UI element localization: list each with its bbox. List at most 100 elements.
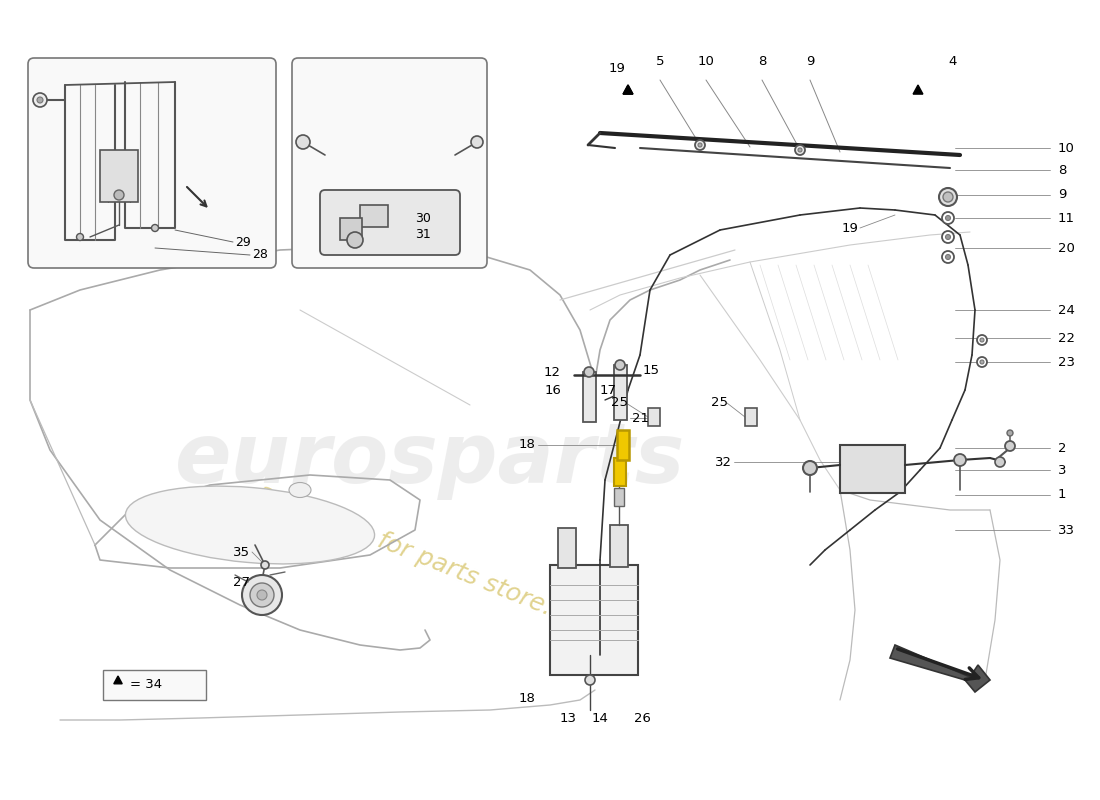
Circle shape xyxy=(296,135,310,149)
Polygon shape xyxy=(623,85,632,94)
Circle shape xyxy=(37,97,43,103)
Polygon shape xyxy=(113,676,122,684)
Circle shape xyxy=(996,457,1005,467)
Bar xyxy=(745,408,757,426)
FancyBboxPatch shape xyxy=(292,58,487,268)
Circle shape xyxy=(942,231,954,243)
Text: 24: 24 xyxy=(1058,303,1075,317)
Circle shape xyxy=(698,143,702,147)
Circle shape xyxy=(152,225,158,231)
Polygon shape xyxy=(890,645,990,692)
Bar xyxy=(610,525,628,567)
Bar xyxy=(558,528,576,568)
Bar xyxy=(340,218,362,240)
Bar xyxy=(614,365,627,420)
Text: 4: 4 xyxy=(949,55,957,68)
Circle shape xyxy=(585,675,595,685)
Circle shape xyxy=(980,338,984,342)
Bar xyxy=(103,670,206,700)
Circle shape xyxy=(946,234,950,239)
Circle shape xyxy=(250,583,274,607)
Bar xyxy=(360,205,388,227)
Circle shape xyxy=(615,360,625,370)
Text: 26: 26 xyxy=(634,712,650,725)
Text: 8: 8 xyxy=(1058,163,1066,177)
Text: 1: 1 xyxy=(1058,489,1067,502)
Text: 18: 18 xyxy=(518,438,535,451)
Text: 17: 17 xyxy=(600,383,617,397)
Text: 32: 32 xyxy=(715,455,732,469)
Text: 16: 16 xyxy=(544,383,561,397)
Circle shape xyxy=(803,461,817,475)
Circle shape xyxy=(1005,441,1015,451)
FancyBboxPatch shape xyxy=(320,190,460,255)
Text: 35: 35 xyxy=(233,546,250,558)
Circle shape xyxy=(77,234,84,241)
Text: 3: 3 xyxy=(1058,463,1067,477)
Bar xyxy=(614,458,626,486)
Circle shape xyxy=(261,561,270,569)
Text: 33: 33 xyxy=(1058,523,1075,537)
Text: eurosparts: eurosparts xyxy=(175,419,685,501)
Text: 9: 9 xyxy=(806,55,814,68)
Text: 12: 12 xyxy=(544,366,561,378)
Text: 13: 13 xyxy=(560,712,576,725)
Bar xyxy=(614,488,624,506)
Circle shape xyxy=(942,251,954,263)
Circle shape xyxy=(946,254,950,259)
Text: 18: 18 xyxy=(518,691,535,705)
Circle shape xyxy=(33,93,47,107)
Text: 23: 23 xyxy=(1058,355,1075,369)
Circle shape xyxy=(977,335,987,345)
Text: 8: 8 xyxy=(758,55,767,68)
Circle shape xyxy=(584,367,594,377)
Text: 22: 22 xyxy=(1058,331,1075,345)
Bar xyxy=(840,445,905,493)
Circle shape xyxy=(346,232,363,248)
Text: 5: 5 xyxy=(656,55,664,68)
Text: 21: 21 xyxy=(632,411,649,425)
Circle shape xyxy=(954,454,966,466)
Text: 10: 10 xyxy=(697,55,714,68)
Bar xyxy=(583,372,596,422)
Text: 25: 25 xyxy=(711,397,728,410)
Text: 2: 2 xyxy=(1058,442,1067,454)
Text: 14: 14 xyxy=(592,712,608,725)
Bar xyxy=(550,565,638,675)
Circle shape xyxy=(257,590,267,600)
Circle shape xyxy=(946,215,950,221)
Circle shape xyxy=(939,188,957,206)
Text: a pavilion for parts store.com: a pavilion for parts store.com xyxy=(254,480,606,640)
Circle shape xyxy=(798,148,802,152)
Text: 30: 30 xyxy=(415,211,431,225)
Bar xyxy=(617,430,629,460)
Circle shape xyxy=(242,575,282,615)
Text: 9: 9 xyxy=(1058,189,1066,202)
Circle shape xyxy=(795,145,805,155)
Text: 19: 19 xyxy=(842,222,858,234)
Bar xyxy=(100,150,138,202)
Ellipse shape xyxy=(125,486,375,564)
Text: 19: 19 xyxy=(608,62,626,75)
Bar xyxy=(648,408,660,426)
Polygon shape xyxy=(913,85,923,94)
FancyBboxPatch shape xyxy=(28,58,276,268)
Text: = 34: = 34 xyxy=(130,678,162,691)
Text: 20: 20 xyxy=(1058,242,1075,254)
Circle shape xyxy=(980,360,984,364)
Circle shape xyxy=(695,140,705,150)
Text: 25: 25 xyxy=(610,397,628,410)
Text: 31: 31 xyxy=(415,227,431,241)
Text: 11: 11 xyxy=(1058,211,1075,225)
Ellipse shape xyxy=(289,482,311,498)
Text: 15: 15 xyxy=(644,363,660,377)
Circle shape xyxy=(943,192,953,202)
Circle shape xyxy=(471,136,483,148)
Text: 27: 27 xyxy=(233,575,250,589)
Text: 29: 29 xyxy=(235,235,251,249)
Text: 10: 10 xyxy=(1058,142,1075,154)
Circle shape xyxy=(1006,430,1013,436)
Circle shape xyxy=(977,357,987,367)
Circle shape xyxy=(942,212,954,224)
Circle shape xyxy=(114,190,124,200)
